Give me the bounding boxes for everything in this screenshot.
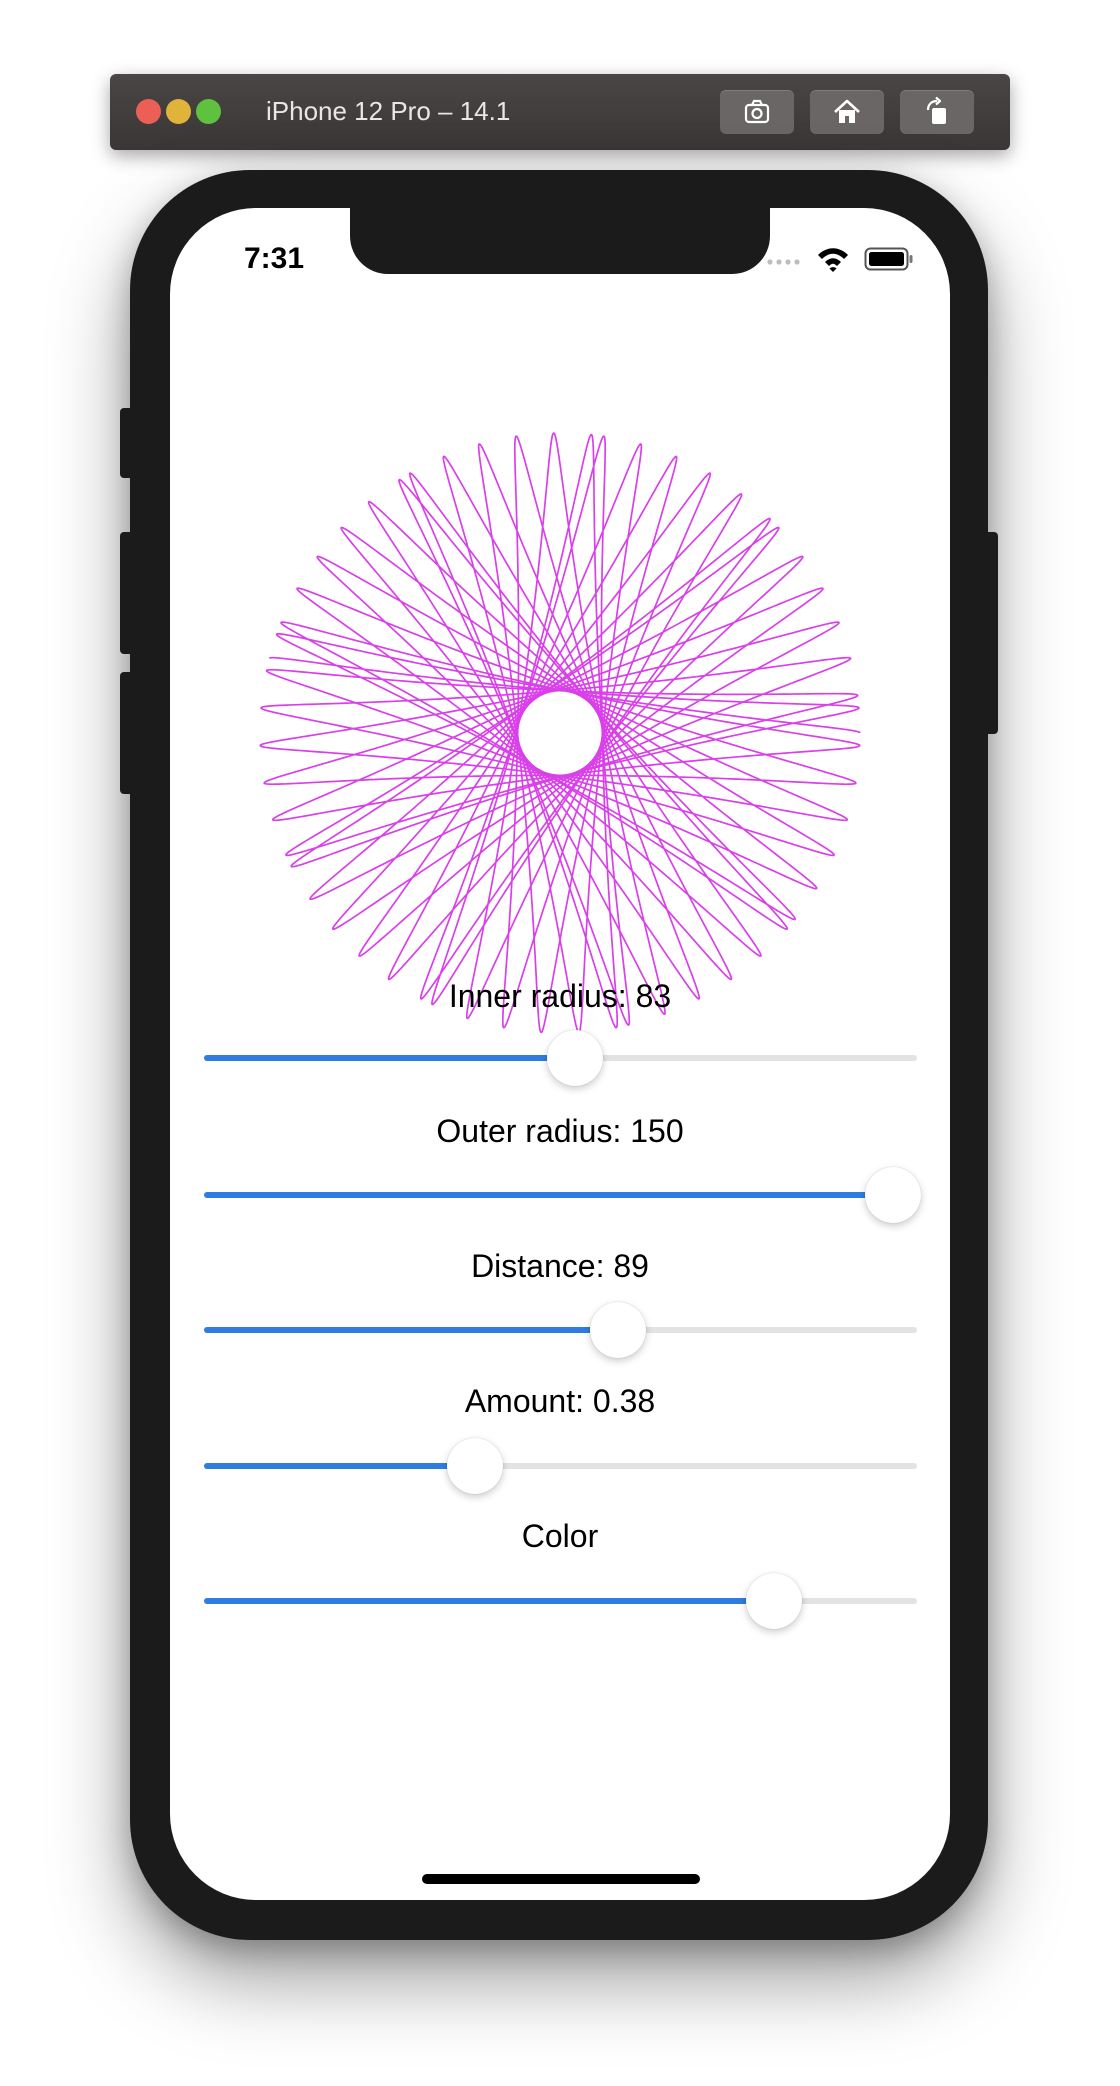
screenshot-button[interactable] [720,90,794,134]
home-indicator[interactable] [422,1874,700,1884]
status-icons [766,244,914,274]
slider-outer[interactable] [204,1165,922,1225]
slider-fill [204,1327,618,1333]
zoom-window-button[interactable] [196,99,221,124]
slider-label-inner: Inner radius: 83 [448,978,672,1014]
wifi-icon [818,248,848,272]
simulator-title: iPhone 12 Pro – 14.1 [266,96,511,126]
home-icon [834,99,860,123]
slider-label-amount: Amount: 0.38 [464,1383,656,1419]
device-screen: 7:31 Inner radius: 83 Outer radius: [170,208,950,1900]
slider-inner[interactable] [204,1028,917,1088]
battery-icon [864,247,913,271]
slider-thumb[interactable] [865,1167,922,1223]
slider-distance[interactable] [204,1300,917,1360]
home-button[interactable] [810,90,884,134]
slider-thumb[interactable] [546,1030,603,1086]
spirograph-canvas [259,432,861,1034]
minimize-window-button[interactable] [166,99,191,124]
slider-track[interactable] [204,1463,917,1469]
rotate-button[interactable] [900,90,974,134]
close-window-button[interactable] [136,99,161,124]
slider-fill [204,1192,894,1198]
slider-thumb[interactable] [746,1573,803,1629]
status-time: 7:31 [244,242,305,275]
rotate-icon [926,96,946,124]
simulator-titlebar: iPhone 12 Pro – 14.1 [110,74,1010,150]
slider-label-distance: Distance: 89 [471,1248,649,1284]
slider-amount[interactable] [204,1436,917,1496]
signal-icon [767,259,800,265]
spirograph-curve [259,432,861,1034]
slider-color[interactable] [204,1571,917,1631]
slider-fill [204,1055,575,1061]
slider-fill [204,1463,475,1469]
slider-label-color: Color [521,1518,599,1554]
slider-thumb[interactable] [446,1438,503,1494]
notch [350,208,770,274]
slider-thumb[interactable] [589,1302,646,1358]
camera-icon [744,99,770,124]
slider-label-outer: Outer radius: 150 [436,1113,684,1149]
slider-fill [204,1598,775,1604]
